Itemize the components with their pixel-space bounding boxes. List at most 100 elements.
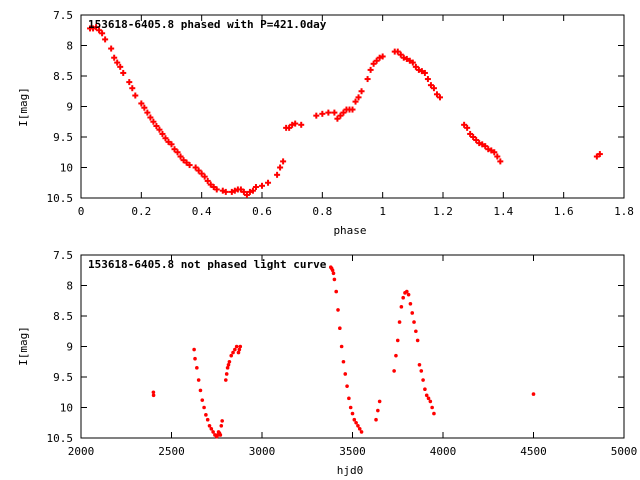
data-point [379, 53, 386, 60]
y-tick-label: 9.5 [53, 371, 73, 384]
x-tick-label: 4000 [430, 445, 457, 458]
x-axis-label: phase [333, 224, 366, 237]
data-point [210, 184, 217, 191]
data-point [334, 115, 341, 122]
data-point [219, 187, 226, 194]
data-point [433, 91, 440, 98]
data-point [376, 408, 380, 413]
data-point [280, 158, 287, 165]
data-point [159, 130, 166, 137]
data-point [461, 121, 468, 128]
data-point [246, 188, 253, 195]
data-point [419, 369, 424, 373]
data-point [345, 384, 349, 388]
data-point [224, 372, 229, 376]
data-point [374, 417, 378, 422]
data-point [198, 170, 205, 177]
data-point [227, 359, 232, 364]
data-point [394, 48, 401, 55]
data-points [87, 24, 603, 198]
data-point [473, 137, 480, 144]
data-point [427, 82, 434, 89]
data-points [151, 265, 536, 439]
data-point [144, 109, 151, 116]
y-tick-label: 10.5 [47, 432, 74, 445]
y-axis-label: I[mag] [17, 87, 30, 127]
data-point [421, 378, 425, 382]
y-tick-label: 9 [66, 101, 73, 114]
data-point [350, 411, 355, 416]
data-point [415, 338, 420, 343]
data-point [426, 396, 431, 401]
data-point [151, 390, 156, 395]
data-point [211, 430, 215, 434]
data-point [414, 329, 418, 334]
data-point [111, 54, 118, 61]
data-point [120, 69, 127, 76]
data-point [491, 149, 498, 156]
data-point [409, 59, 416, 66]
data-point [356, 424, 360, 428]
y-tick-label: 10.5 [47, 192, 74, 205]
data-point [313, 112, 320, 119]
y-axis: 7.5 8 8.5 9 9.5 10 10.5 [47, 249, 624, 445]
data-point [347, 396, 351, 401]
data-point [337, 112, 344, 119]
data-point [417, 363, 422, 367]
data-point [102, 36, 109, 43]
y-tick-label: 8 [66, 40, 73, 53]
data-point [129, 85, 136, 92]
data-point [99, 30, 106, 37]
chart-title: 153618-6405.8 not phased light curve [88, 258, 327, 271]
data-point [418, 68, 425, 75]
data-point [141, 104, 148, 111]
x-tick-label: 1.6 [554, 205, 574, 218]
data-point [357, 427, 362, 431]
data-point [226, 363, 231, 367]
data-point [355, 94, 362, 101]
data-point [195, 366, 199, 370]
data-point [399, 305, 404, 309]
data-point [138, 100, 145, 107]
data-point [354, 420, 358, 425]
data-point [153, 123, 160, 130]
data-point [479, 141, 486, 148]
data-point [531, 392, 536, 396]
data-point [177, 153, 184, 160]
data-point [249, 187, 256, 194]
data-point [114, 59, 121, 66]
data-point [397, 51, 404, 58]
data-point [348, 405, 353, 410]
data-point [225, 366, 230, 370]
data-point [421, 69, 428, 76]
data-point [274, 171, 281, 178]
data-point [406, 292, 411, 297]
data-point [394, 353, 398, 358]
data-point [234, 344, 239, 349]
plot-frame [80, 254, 625, 439]
data-point [334, 289, 339, 294]
data-point [90, 25, 97, 32]
data-point [319, 110, 326, 117]
data-point [430, 85, 437, 92]
y-tick-label: 7.5 [53, 249, 73, 262]
x-tick-label: 1.8 [614, 205, 634, 218]
data-point [392, 369, 396, 373]
x-tick-label: 1.2 [433, 205, 453, 218]
data-point [229, 353, 234, 358]
data-point [401, 295, 405, 300]
data-point [147, 114, 154, 121]
data-point [397, 320, 402, 324]
x-tick-label: 5000 [611, 445, 638, 458]
data-point [405, 289, 409, 294]
data-point [237, 347, 242, 352]
data-point [205, 417, 210, 422]
data-point [412, 63, 419, 70]
x-axis: 0 0.2 0.4 0.6 0.8 1 1.2 1.4 1.6 1.8 [78, 15, 634, 218]
data-point [165, 138, 172, 145]
y-tick-label: 8.5 [53, 310, 73, 323]
data-point [204, 177, 211, 184]
x-tick-label: 3500 [339, 445, 366, 458]
x-tick-label: 1 [379, 205, 386, 218]
